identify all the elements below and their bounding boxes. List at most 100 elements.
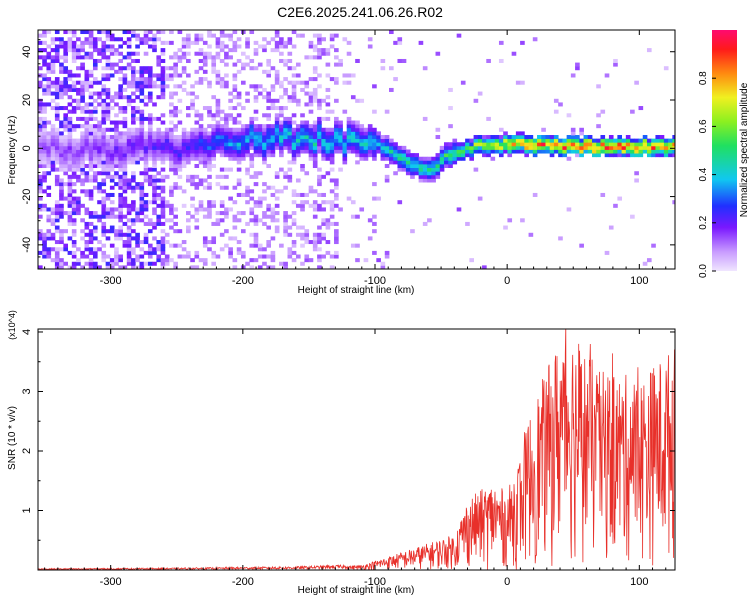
spectrogram-cell [287,37,293,42]
spectrogram-cell [477,142,483,147]
spectrogram-cell [54,55,60,60]
spectrogram-cell [97,102,102,107]
spectrogram-cell [249,160,255,165]
spectrogram-cell [50,58,56,63]
spectrogram-cell [169,142,174,147]
spectrogram-cell [266,207,271,212]
spectrogram-cell [435,135,441,140]
spectrogram-cell [84,171,90,176]
spectrogram-cell [54,113,60,118]
spectrogram-cell [663,138,669,143]
spectrogram-cell [570,138,576,143]
spectrogram-cell [367,145,373,150]
spectrogram-cell [109,66,115,71]
spectrogram-cell [160,30,166,35]
spectrogram-cell [190,84,195,89]
spectrogram-cell [262,182,267,187]
spectrogram-cell [613,58,618,63]
spectrogram-cell [342,135,348,140]
spectrogram-cell [338,167,343,172]
spectrogram-cell [92,142,98,147]
spectrogram-cell [109,153,115,158]
spectrogram-cell [80,116,85,121]
spectrogram-cell [228,196,233,201]
spectrogram-cell [135,182,140,187]
spectrogram-cell [88,240,94,245]
spectrogram-cell [126,232,132,237]
spectrogram-cell [291,80,297,85]
spectrogram-cell [308,109,314,114]
spectrogram-cell [279,120,284,125]
spectrogram-cell [118,185,123,190]
spectrogram-cell [67,120,73,125]
spectrogram-cell [249,211,255,216]
spectrogram-cell [50,55,56,60]
spectrogram-cell [249,30,255,35]
spectrogram-cell [198,207,204,212]
spectrogram-cell [414,153,420,158]
spectrogram-cell [84,163,90,169]
spectrogram-cell [114,171,119,176]
spectrogram-cell [147,37,153,42]
spectrogram-cell [613,203,618,208]
spectrogram-cell [460,156,466,161]
spectrogram-cell [173,142,178,147]
spectrogram-cell [131,261,136,266]
spectrogram-cell [249,84,255,89]
spectrogram-cell [71,153,77,158]
spectrogram-cell [308,203,314,208]
spectrogram-cell [334,33,339,38]
spectrogram-cell [88,160,94,165]
spectrogram-cell [215,51,221,56]
spectrogram-cell [126,102,132,107]
spectrogram-cell [477,196,483,201]
spectrogram-cell [63,116,69,121]
spectrogram-cell [321,153,326,158]
spectrogram-cell [67,77,73,82]
spectrogram-cell [118,51,123,56]
spectrogram-cell [114,138,119,143]
spectrogram-cell [126,236,132,241]
spectrogram-cell [295,62,301,67]
spectrogram-cell [401,145,407,150]
spectrogram-cell [160,138,166,143]
spectrogram-cell [245,149,250,154]
spectrogram-cell [122,131,128,136]
spectrogram-cell [92,178,98,183]
spectrogram-cell [46,149,52,154]
spectrogram-cell [186,160,191,165]
spectrogram-cell [84,221,90,226]
spectrogram-cell [295,135,301,140]
spectrogram-cell [638,145,644,150]
spectrogram-cell [143,145,149,150]
spectrogram-cell [147,135,153,140]
spectrogram-cell [245,200,250,205]
spectrogram-cell [321,232,326,237]
spectrogram-cell [139,142,145,147]
spectrogram-cell [257,124,263,129]
spectrogram-cell [266,149,271,154]
spectrogram-cell [131,156,136,161]
spectrogram-cell [131,116,136,121]
spectrogram-cell [186,44,191,49]
spectrogram-cell [215,218,221,223]
spectrogram-cell [139,171,145,176]
spectrogram-cell [54,178,60,183]
spectrogram-cell [114,124,119,129]
snr-x-tick-label: -200 [232,576,254,588]
spectrogram-cell [71,189,77,194]
spectrogram-cell [300,167,305,172]
spectrogram-cell [215,127,221,132]
spectrogram-cell [63,91,69,96]
spectrogram-cell [443,145,449,150]
spectrogram-cell [372,127,377,132]
spectrogram-cell [266,127,271,132]
spectrogram-cell [312,127,318,132]
spectrogram-cell [207,160,212,165]
spectrogram-cell [194,182,200,187]
spectrogram-cell [232,77,238,82]
spectrogram-cell [198,33,204,38]
spectrogram-cell [109,135,115,140]
spectrogram-cell [384,145,390,150]
spectrogram-cell [88,91,94,96]
